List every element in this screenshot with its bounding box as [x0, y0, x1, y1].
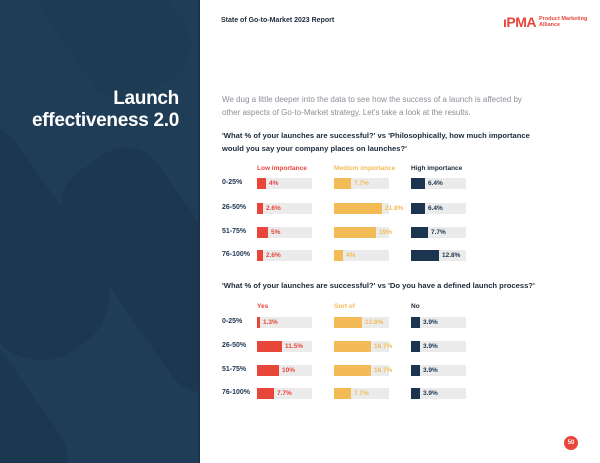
bar-fill — [334, 317, 362, 328]
bar-value: 16.7% — [374, 343, 393, 350]
bar-fill — [411, 317, 420, 328]
bar-track: 7.7% — [411, 227, 466, 238]
bar-track: 16.7% — [334, 341, 393, 352]
bar-track: 3.9% — [411, 341, 466, 352]
bar-fill — [257, 227, 268, 238]
bar-track: 5% — [257, 227, 312, 238]
panel-edge — [198, 0, 200, 463]
bar-fill — [257, 250, 263, 261]
bar-value: 2.6% — [266, 205, 281, 212]
bar-fill — [257, 317, 260, 328]
intro-paragraph: We dug a little deeper into the data to … — [222, 95, 522, 117]
bar-value: 10% — [282, 367, 296, 374]
bar-value: 12.8% — [442, 252, 461, 259]
logo-mark: ıPMA — [503, 14, 537, 30]
bar-fill — [334, 203, 382, 214]
bar-track: 7.7% — [257, 388, 312, 399]
bar-track: 6.4% — [411, 203, 466, 214]
bar-fill — [334, 227, 376, 238]
bar-fill — [257, 341, 282, 352]
section-title-line2: effectiveness 2.0 — [32, 110, 179, 131]
bar-track: 4% — [257, 178, 312, 189]
page-number: 50 — [564, 436, 578, 450]
bar-track: 1.3% — [257, 317, 312, 328]
left-panel — [0, 0, 200, 463]
bar-track: 3.9% — [411, 365, 466, 376]
bar-fill — [257, 178, 266, 189]
bar-fill — [257, 365, 279, 376]
bar-fill — [334, 341, 371, 352]
bar-track: 21.8% — [334, 203, 403, 214]
bar-value: 7.7% — [431, 229, 446, 236]
bar-value: 21.8% — [385, 205, 404, 212]
bar-value: 6.4% — [428, 180, 443, 187]
report-title: State of Go-to-Market 2023 Report — [221, 17, 335, 24]
bar-value: 7.7% — [277, 390, 292, 397]
row-label: 0-25% — [222, 179, 243, 186]
bar-track: 2.6% — [257, 203, 312, 214]
bar-track: 12.8% — [411, 250, 466, 261]
bar-value: 12.8% — [365, 319, 384, 326]
bar-track: 11.5% — [257, 341, 312, 352]
bar-track: 16.7% — [334, 365, 393, 376]
row-label: 76-100% — [222, 389, 251, 396]
bar-fill — [411, 203, 425, 214]
section-title-line1: Launch — [113, 88, 179, 109]
bar-value: 16.7% — [374, 367, 393, 374]
bar-track: 3.9% — [411, 317, 466, 328]
bar-track: 2.6% — [257, 250, 312, 261]
legend-no: No — [411, 303, 420, 310]
bar-value: 2.6% — [266, 252, 281, 259]
bar-track: 12.8% — [334, 317, 389, 328]
bar-track: 3.9% — [411, 388, 466, 399]
row-label: 76-100% — [222, 251, 251, 258]
chart1-question: 'What % of your launches are successful?… — [222, 131, 530, 153]
bar-fill — [411, 365, 420, 376]
bar-track: 4% — [334, 250, 389, 261]
bar-track: 19% — [334, 227, 393, 238]
legend-low-importance: Low importance — [257, 165, 307, 172]
bar-value: 3.9% — [423, 343, 438, 350]
row-label: 26-50% — [222, 342, 247, 349]
bar-fill — [257, 388, 274, 399]
row-label: 51-75% — [222, 366, 247, 373]
bar-value: 7.7% — [354, 390, 369, 397]
bar-fill — [334, 250, 343, 261]
bar-fill — [334, 388, 351, 399]
bar-track: 7.7% — [334, 388, 389, 399]
bar-value: 4% — [346, 252, 356, 259]
legend-sort-of: Sort of — [334, 303, 355, 310]
bar-value: 7.7% — [354, 180, 369, 187]
bar-fill — [411, 178, 425, 189]
row-label: 51-75% — [222, 228, 247, 235]
bar-track: 7.7% — [334, 178, 389, 189]
bar-value: 1.3% — [263, 319, 278, 326]
chart2-question: 'What % of your launches are successful?… — [222, 281, 535, 290]
bar-value: 3.9% — [423, 319, 438, 326]
legend-high-importance: High importance — [411, 165, 463, 172]
legend-yes: Yes — [257, 303, 269, 310]
bar-fill — [411, 227, 428, 238]
pma-logo: ıPMA Product Marketing Alliance — [503, 14, 587, 30]
bar-fill — [411, 341, 420, 352]
legend-medium-importance: Medium importance — [334, 165, 396, 172]
bar-value: 5% — [271, 229, 281, 236]
bar-value: 3.9% — [423, 367, 438, 374]
bar-fill — [411, 388, 420, 399]
bar-fill — [334, 178, 351, 189]
bar-value: 19% — [379, 229, 393, 236]
bar-value: 6.4% — [428, 205, 443, 212]
bar-track: 6.4% — [411, 178, 466, 189]
bar-value: 3.9% — [423, 390, 438, 397]
bar-track: 10% — [257, 365, 312, 376]
bar-value: 4% — [269, 180, 279, 187]
bar-fill — [411, 250, 439, 261]
row-label: 0-25% — [222, 318, 243, 325]
row-label: 26-50% — [222, 204, 247, 211]
bar-fill — [334, 365, 371, 376]
logo-text: Product Marketing Alliance — [539, 15, 588, 29]
bar-fill — [257, 203, 263, 214]
bar-value: 11.5% — [285, 343, 304, 350]
section-title: Launch effectiveness 2.0 — [32, 88, 179, 132]
